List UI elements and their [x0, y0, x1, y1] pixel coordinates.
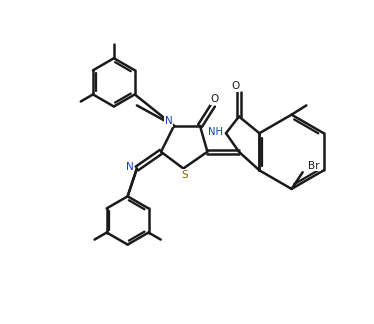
Text: Br: Br [308, 160, 320, 170]
Text: NH: NH [208, 127, 223, 137]
Text: O: O [211, 94, 219, 104]
Text: O: O [231, 81, 239, 91]
Text: S: S [181, 170, 188, 180]
Text: N: N [165, 116, 172, 126]
Text: N: N [126, 162, 134, 172]
